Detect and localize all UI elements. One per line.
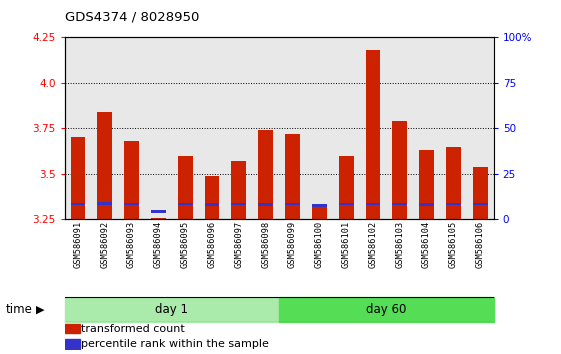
- Text: time: time: [6, 303, 33, 316]
- Bar: [124, 202, 139, 205]
- Bar: [178, 202, 192, 205]
- Bar: [71, 202, 85, 205]
- Text: day 1: day 1: [155, 303, 188, 316]
- Bar: [178, 156, 192, 219]
- Bar: [312, 204, 327, 207]
- Bar: [151, 218, 165, 219]
- Bar: [446, 202, 461, 205]
- Bar: [65, 324, 80, 333]
- Text: ▶: ▶: [36, 305, 45, 315]
- Bar: [98, 112, 112, 219]
- Bar: [205, 204, 219, 206]
- Bar: [285, 202, 300, 205]
- Bar: [124, 141, 139, 219]
- Text: transformed count: transformed count: [81, 324, 185, 334]
- Bar: [419, 150, 434, 219]
- Bar: [393, 121, 407, 219]
- Bar: [71, 137, 85, 219]
- Text: GDS4374 / 8028950: GDS4374 / 8028950: [65, 11, 199, 24]
- Bar: [473, 202, 488, 205]
- Bar: [232, 202, 246, 205]
- Text: percentile rank within the sample: percentile rank within the sample: [81, 339, 269, 349]
- Bar: [285, 134, 300, 219]
- Bar: [65, 297, 279, 322]
- Bar: [446, 147, 461, 219]
- Bar: [419, 204, 434, 206]
- Bar: [258, 204, 273, 206]
- Bar: [366, 50, 380, 219]
- Bar: [65, 339, 80, 349]
- Bar: [339, 202, 353, 205]
- Bar: [279, 297, 494, 322]
- Text: day 60: day 60: [366, 303, 407, 316]
- Bar: [98, 202, 112, 205]
- Bar: [205, 176, 219, 219]
- Bar: [232, 161, 246, 219]
- Bar: [393, 202, 407, 205]
- Bar: [473, 167, 488, 219]
- Bar: [366, 202, 380, 205]
- Bar: [151, 210, 165, 213]
- Bar: [312, 205, 327, 219]
- Bar: [339, 156, 353, 219]
- Bar: [258, 130, 273, 219]
